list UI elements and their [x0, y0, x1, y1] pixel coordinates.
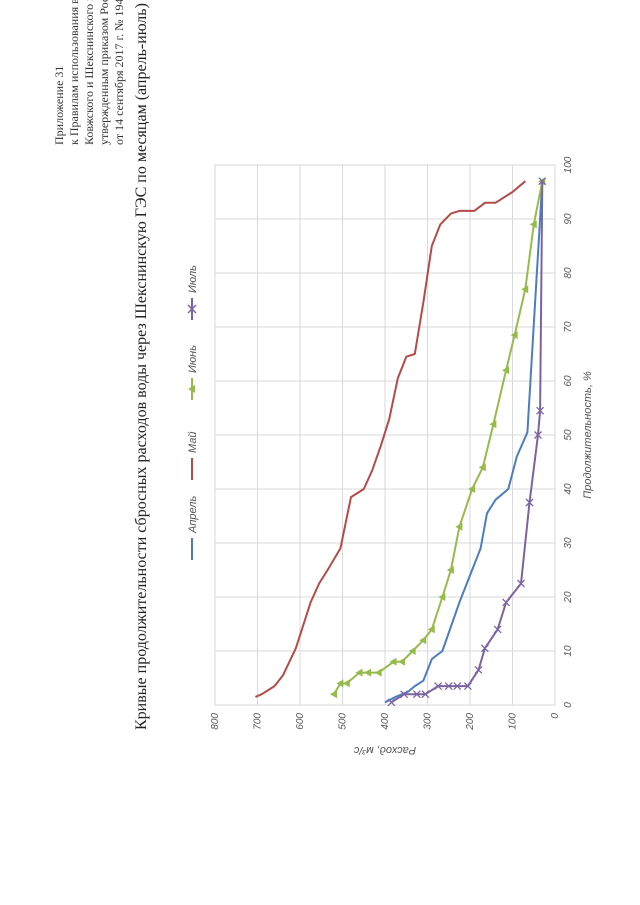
point-july-16 — [538, 177, 547, 186]
approval-line-1: Приложение 31 — [52, 65, 66, 145]
x-tick-label-100: 100 — [563, 156, 574, 173]
point-july-10 — [493, 625, 502, 634]
point-june-12 — [446, 566, 454, 574]
y-tick-label-200: 200 — [465, 713, 476, 731]
legend-label-july: Июль — [187, 265, 199, 293]
point-july-2 — [412, 690, 421, 699]
x-axis-title: Продолжительность, % — [582, 371, 594, 499]
point-june-2 — [342, 679, 350, 688]
point-july-8 — [474, 665, 483, 674]
approval-line-3: Ковжского и Шекснинского водохранилищ, — [82, 0, 96, 145]
y-tick-label-600: 600 — [295, 713, 306, 730]
point-july-6 — [453, 682, 462, 691]
x-tick-label-70: 70 — [563, 321, 574, 333]
point-june-0 — [330, 690, 337, 699]
y-tick-label-800: 800 — [210, 713, 221, 730]
y-tick-label-700: 700 — [253, 713, 264, 730]
series-line-april — [384, 181, 544, 704]
approval-line-5: от 14 сентября 2017 г. № 194 — [112, 0, 126, 145]
point-july-5 — [444, 682, 453, 691]
x-tick-label-0: 0 — [563, 702, 574, 708]
x-tick-label-20: 20 — [563, 591, 574, 604]
x-tick-label-90: 90 — [563, 213, 574, 225]
y-tick-label-0: 0 — [550, 713, 561, 719]
point-june-6 — [389, 657, 397, 666]
point-june-17 — [502, 366, 510, 375]
x-tick-label-50: 50 — [563, 429, 574, 441]
legend-label-april: Апрель — [187, 496, 199, 534]
duration-curve-chart: 0 10 20 30 40 50 60 70 80 90 100 0 100 200 300 400 500 60… — [187, 156, 594, 756]
point-june-7 — [398, 657, 405, 666]
y-tick-label-100: 100 — [508, 713, 519, 730]
point-july-15 — [536, 406, 545, 415]
point-june-4 — [364, 668, 371, 677]
point-june-13 — [455, 522, 463, 531]
x-tick-label-10: 10 — [563, 645, 574, 657]
point-july-7 — [463, 682, 472, 691]
x-tick-label-60: 60 — [563, 375, 574, 387]
point-june-18 — [510, 331, 518, 340]
point-july-9 — [480, 644, 489, 653]
series-line-june — [333, 181, 544, 695]
point-july-14 — [534, 431, 542, 439]
approval-block: Приложение 31 к Правилам использования в… — [52, 0, 127, 145]
series-line-may — [255, 180, 526, 698]
point-june-9 — [419, 636, 427, 645]
x-tick-label-40: 40 — [563, 483, 574, 495]
point-june-1 — [336, 679, 344, 688]
point-june-5 — [374, 668, 382, 677]
legend-label-may: Май — [187, 431, 199, 453]
point-july-0 — [387, 698, 396, 707]
legend-marker-june — [188, 385, 195, 393]
legend-marker-july — [187, 304, 197, 314]
point-june-19 — [521, 285, 529, 294]
point-june-10 — [427, 625, 435, 634]
chart-title: Кривые продолжительности сбросных расход… — [133, 3, 150, 730]
legend-label-june: Июнь — [187, 345, 199, 373]
approval-line-4: утвержденным приказом Росводресурсов — [97, 0, 111, 145]
x-tick-label-80: 80 — [563, 267, 574, 279]
point-june-15 — [478, 463, 486, 472]
point-july-12 — [517, 579, 525, 588]
y-tick-label-300: 300 — [423, 713, 434, 730]
point-july-3 — [421, 690, 430, 699]
approval-line-2: к Правилам использования водных ресурсов — [67, 0, 81, 145]
y-axis-title: Расход, м³/с — [353, 744, 416, 756]
point-june-16 — [489, 420, 497, 429]
x-tick-label-30: 30 — [563, 537, 574, 549]
point-june-14 — [468, 485, 476, 493]
point-july-13 — [525, 498, 534, 507]
y-tick-label-400: 400 — [380, 713, 391, 730]
point-june-3 — [355, 668, 363, 677]
point-july-1 — [400, 690, 409, 699]
point-july-4 — [434, 682, 443, 691]
y-tick-label-500: 500 — [338, 713, 349, 730]
point-june-11 — [438, 593, 446, 601]
point-june-8 — [408, 647, 416, 655]
point-july-11 — [502, 598, 511, 607]
point-june-20 — [529, 220, 537, 229]
